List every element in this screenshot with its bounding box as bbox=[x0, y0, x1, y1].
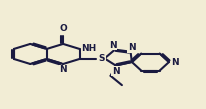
Text: NH: NH bbox=[81, 44, 96, 53]
Text: S: S bbox=[98, 54, 105, 63]
Text: N: N bbox=[109, 41, 117, 50]
Text: O: O bbox=[59, 24, 67, 33]
Text: N: N bbox=[128, 43, 136, 52]
Text: N: N bbox=[59, 65, 67, 74]
Text: N: N bbox=[171, 58, 179, 66]
Text: N: N bbox=[112, 67, 119, 76]
